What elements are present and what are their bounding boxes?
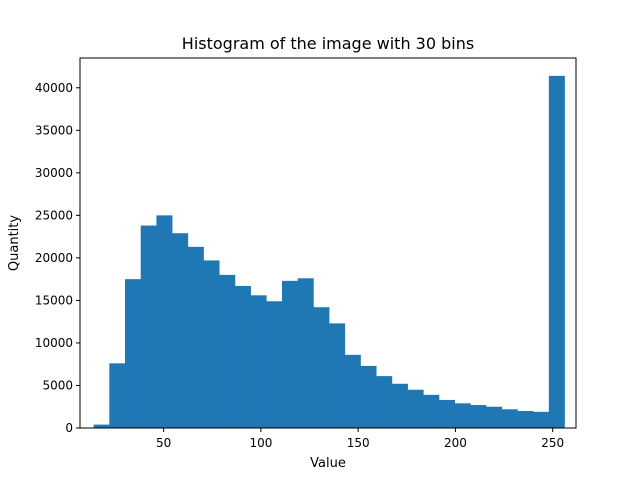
y-axis-ticks: 0 5000 10000 15000 20000 25000 30000 35000 40000 [35,81,80,435]
y-tick-label: 20000 [35,251,73,265]
histogram-bar [219,274,236,428]
histogram-bar [281,280,299,428]
histogram-bar [407,389,424,428]
histogram-bar [172,233,189,428]
bars-group [93,75,565,429]
histogram-bar [486,406,503,428]
x-axis-ticks: 50 100 150 200 250 [156,428,564,450]
plot-frame [79,57,577,429]
histogram-bar [156,215,173,428]
histogram-bar [93,424,110,428]
histogram-bar [234,285,251,428]
x-axis-label: Value [310,456,346,471]
histogram-bar [187,246,204,428]
histogram-bar [470,405,487,428]
histogram-bar [250,295,267,428]
y-tick-label: 40000 [35,81,73,95]
histogram-bar [438,399,455,428]
y-tick-label: 10000 [35,336,73,350]
histogram-bar [517,410,534,428]
histogram-bar [423,394,440,428]
histogram-bar [203,260,220,428]
y-tick-label: 35000 [35,123,73,137]
histogram-bar [360,365,377,428]
x-tick-label: 100 [249,436,272,450]
histogram-bar [548,75,565,429]
histogram-bar [376,376,393,428]
histogram-bar [501,409,518,428]
histogram-bar [329,323,346,428]
histogram-bar [125,279,142,428]
y-tick-label: 5000 [42,378,73,392]
y-tick-label: 25000 [35,208,73,222]
histogram-bar [391,383,408,428]
histogram-bar [454,403,471,428]
chart-title: Histogram of the image with 30 bins [182,34,474,53]
y-tick-label: 15000 [35,293,73,307]
histogram-bar [140,225,157,428]
y-tick-label: 0 [65,421,73,435]
x-tick-label: 50 [156,436,171,450]
x-tick-label: 200 [444,436,467,450]
histogram-bar [266,301,283,428]
x-tick-label: 250 [541,436,564,450]
x-tick-label: 150 [347,436,370,450]
histogram-bar [533,411,550,428]
y-tick-label: 30000 [35,166,73,180]
y-axis-label: Quantity [7,215,22,271]
histogram-bar [313,307,330,428]
histogram-bar [344,354,361,428]
histogram-bar [297,278,314,428]
histogram-bar [109,363,126,428]
